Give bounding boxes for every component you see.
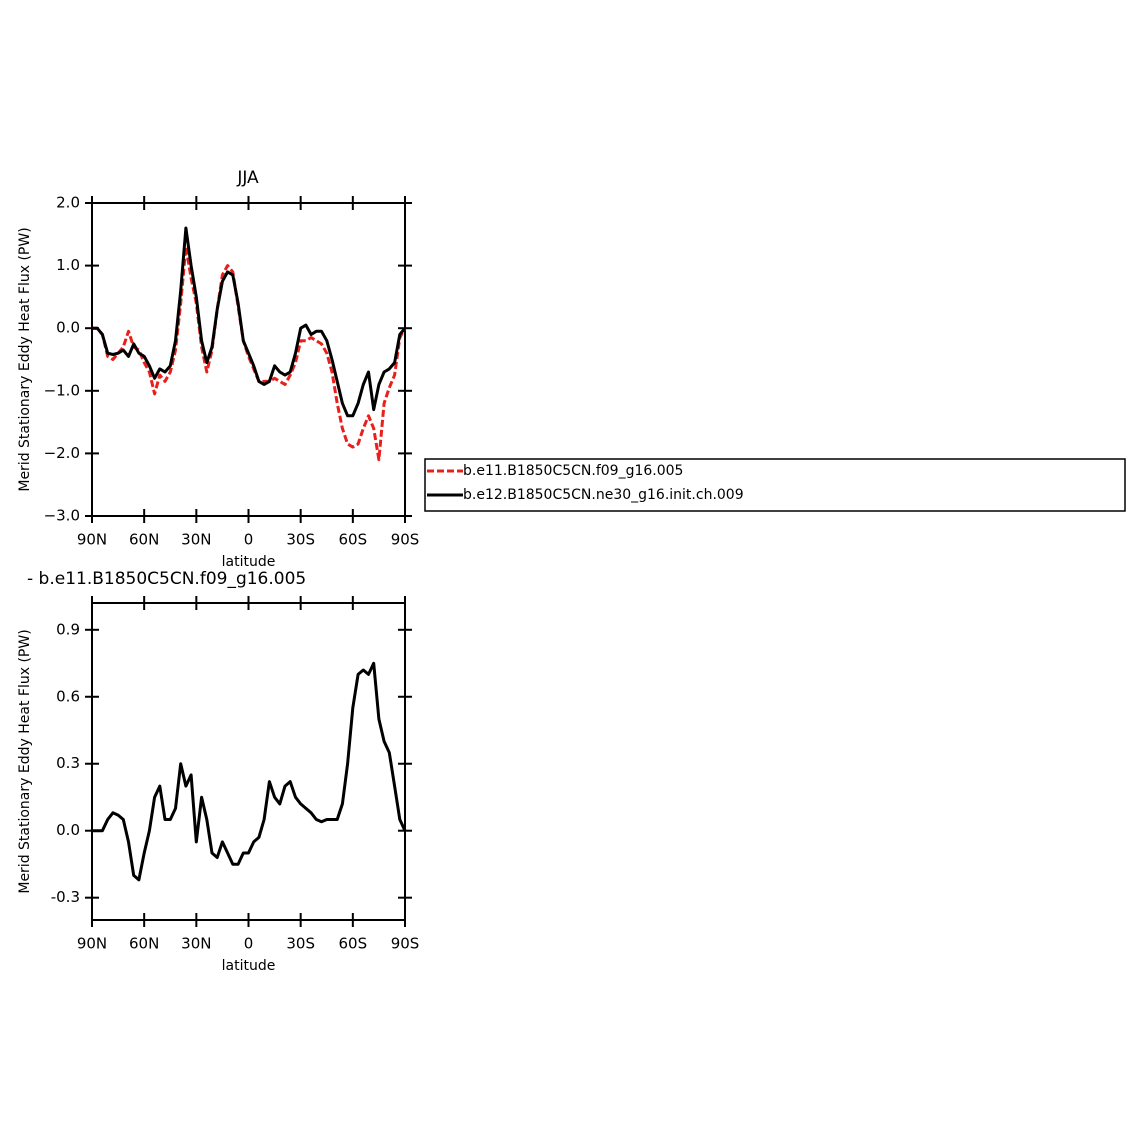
y-tick-label: 0.9 bbox=[56, 620, 80, 638]
x-tick-label: 90N bbox=[77, 935, 107, 953]
x-tick-label: 30N bbox=[181, 531, 211, 549]
chart-title: JJA bbox=[236, 168, 259, 188]
y-tick-label: 0.0 bbox=[56, 821, 80, 839]
x-tick-label: 60N bbox=[129, 935, 159, 953]
x-tick-label: 90S bbox=[391, 935, 420, 953]
y-tick-label: −3.0 bbox=[44, 507, 80, 525]
data-line bbox=[92, 226, 407, 418]
y-tick-label: 0.3 bbox=[56, 754, 80, 772]
data-line bbox=[92, 661, 407, 882]
x-axis-label: latitude bbox=[222, 554, 276, 570]
legend-box bbox=[424, 458, 1126, 512]
plot-frame bbox=[91, 602, 406, 921]
y-axis-label: Merid Stationary Eddy Heat Flux (PW) bbox=[17, 629, 33, 893]
x-tick-label: 60N bbox=[129, 531, 159, 549]
x-axis-label: latitude bbox=[222, 958, 276, 974]
legend-label: b.e11.B1850C5CN.f09_g16.005 bbox=[463, 463, 683, 479]
x-tick-label: 30N bbox=[181, 935, 211, 953]
x-tick-label: 60S bbox=[339, 935, 368, 953]
y-tick-label: -0.3 bbox=[51, 888, 80, 906]
x-tick-label: 90N bbox=[77, 531, 107, 549]
chart-title: - b.e11.B1850C5CN.f09_g16.005 bbox=[27, 569, 306, 589]
x-tick-label: 0 bbox=[244, 531, 254, 549]
x-tick-label: 0 bbox=[244, 935, 254, 953]
y-tick-label: −1.0 bbox=[44, 381, 80, 399]
legend-label: b.e12.B1850C5CN.ne30_g16.init.ch.009 bbox=[463, 487, 744, 503]
y-tick-label: 0.6 bbox=[56, 687, 80, 705]
plot-frame bbox=[91, 202, 406, 517]
y-tick-label: 1.0 bbox=[56, 256, 80, 274]
y-tick-label: 0.0 bbox=[56, 319, 80, 337]
x-tick-label: 60S bbox=[339, 531, 368, 549]
y-axis-label: Merid Stationary Eddy Heat Flux (PW) bbox=[17, 227, 33, 491]
data-line bbox=[92, 245, 407, 462]
x-tick-label: 30S bbox=[286, 531, 315, 549]
y-tick-label: 2.0 bbox=[56, 194, 80, 212]
y-tick-label: −2.0 bbox=[44, 444, 80, 462]
x-tick-label: 90S bbox=[391, 531, 420, 549]
x-tick-label: 30S bbox=[286, 935, 315, 953]
